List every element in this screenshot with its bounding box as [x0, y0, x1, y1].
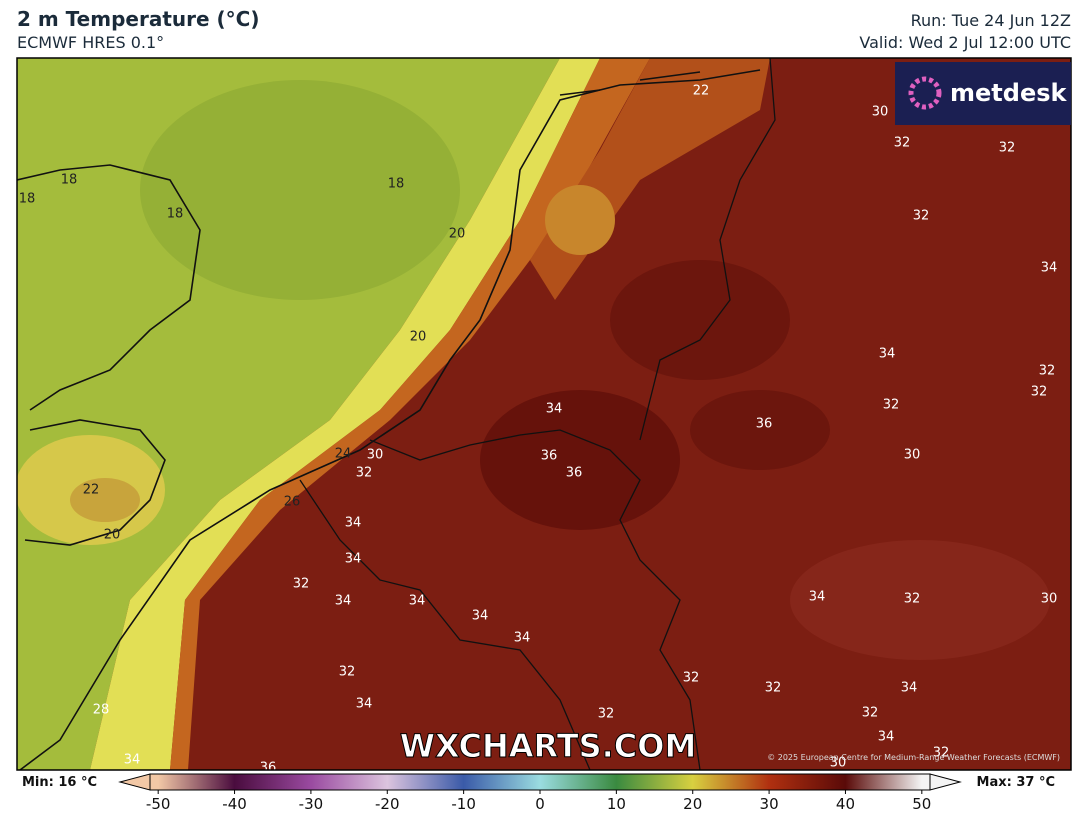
- contour-label: 32: [913, 209, 930, 224]
- contour-label: 34: [124, 753, 141, 768]
- coastlines: [17, 69, 761, 770]
- contour-label: 26: [284, 495, 301, 510]
- contour-label: 32: [933, 746, 950, 761]
- contour-label: 30: [830, 756, 847, 771]
- contour-label: 34: [879, 347, 896, 362]
- border: [299, 479, 591, 770]
- colorbar-scale: [149, 773, 931, 791]
- contour-label: 22: [83, 483, 100, 498]
- contour-label: 24: [335, 447, 352, 462]
- contour-label: 30: [872, 105, 889, 120]
- contour-label: 32: [1039, 364, 1056, 379]
- contour-label: 32: [883, 398, 900, 413]
- colorbar-right-tip: [929, 773, 962, 791]
- contour-label: 36: [260, 761, 277, 776]
- colorbar-tick-label: -50: [146, 795, 171, 813]
- borders: [299, 58, 776, 770]
- colorbar-tick-label: 0: [535, 795, 545, 813]
- contour-label: 32: [765, 681, 782, 696]
- contour-label: 36: [541, 449, 558, 464]
- contour-label: 32: [683, 671, 700, 686]
- islands: [559, 71, 701, 96]
- contour-label: 32: [862, 706, 879, 721]
- watermark: WXCHARTS.COM: [400, 727, 697, 765]
- contour-label: 18: [19, 192, 36, 207]
- colorbar-tick-label: -40: [222, 795, 247, 813]
- colorbar-tick-label: 30: [760, 795, 779, 813]
- colorbar-tick-label: 50: [912, 795, 931, 813]
- contour-label: 36: [756, 417, 773, 432]
- colorbar-left-tip: [118, 773, 151, 791]
- contour-label: 20: [410, 330, 427, 345]
- heat-area: [690, 390, 830, 470]
- contour-label: 32: [1031, 385, 1048, 400]
- cooler-area: [790, 540, 1050, 660]
- cool-area: [140, 80, 460, 300]
- contour-label: 34: [472, 609, 489, 624]
- contour-label: 34: [409, 594, 426, 609]
- colorbar-tick-label: 20: [683, 795, 702, 813]
- min-label: Min: 16 °C: [22, 775, 97, 790]
- contour-label: 32: [293, 577, 310, 592]
- contour-label: 32: [339, 665, 356, 680]
- contour-label: 32: [356, 466, 373, 481]
- contour-label: 18: [61, 173, 78, 188]
- contour-label: 20: [449, 227, 466, 242]
- colorbar-tick-label: 40: [836, 795, 855, 813]
- contour-label: 30: [904, 448, 921, 463]
- logo-mark: [908, 76, 942, 110]
- coastal-band: [170, 58, 650, 770]
- copyright: © 2025 European Centre for Medium-Range …: [767, 753, 1060, 762]
- contour-label: 32: [999, 141, 1016, 156]
- contour-labels: 18 18 18 18 20 20 22 30 32 32 32 34 34 32 32 32 34 36 36 36…: [19, 84, 1058, 776]
- warm-area: [545, 185, 615, 255]
- coastline: [17, 164, 201, 411]
- contour-label: 34: [345, 552, 362, 567]
- contour-label: 32: [904, 592, 921, 607]
- logo-box: [895, 62, 1071, 125]
- heat-area: [610, 260, 790, 380]
- contour-label: 28: [93, 703, 110, 718]
- contour-label: 34: [546, 402, 563, 417]
- coastal-band: [90, 58, 600, 770]
- map: 18 18 18 18 20 20 22 30 32 32 32 34 34 32 32 32 34 36 36 36…: [17, 58, 1071, 776]
- contour-label: 22: [693, 84, 710, 99]
- contour-label: 30: [1041, 592, 1058, 607]
- title: 2 m Temperature (°C): [17, 7, 259, 31]
- contour-label: 34: [345, 516, 362, 531]
- colorbar: -50 -40 -30 -20 -10 0 10 20 30 40 50: [118, 773, 962, 813]
- contour-label: 34: [356, 697, 373, 712]
- contour-label: 18: [167, 207, 184, 222]
- map-frame: [16, 57, 1072, 771]
- border: [369, 429, 701, 770]
- contour-label: 32: [894, 136, 911, 151]
- coastline: [24, 419, 166, 546]
- contour-label: 18: [388, 177, 405, 192]
- contour-label: 34: [809, 590, 826, 605]
- contour-label: 34: [335, 594, 352, 609]
- max-label: Max: 37 °C: [977, 775, 1055, 790]
- contour-label: 32: [598, 707, 615, 722]
- valid-time: Valid: Wed 2 Jul 12:00 UTC: [859, 33, 1071, 52]
- contour-label: 34: [878, 730, 895, 745]
- logo-text: metdesk: [950, 79, 1068, 107]
- heat-area: [480, 390, 680, 530]
- contour-label: 34: [1041, 261, 1058, 276]
- contour-label: 30: [367, 448, 384, 463]
- contour-label: 36: [566, 466, 583, 481]
- colorbar-tick-label: 10: [607, 795, 626, 813]
- colorbar-tick-label: -30: [299, 795, 324, 813]
- warm-area: [70, 478, 140, 522]
- border: [639, 58, 776, 441]
- colorbar-tick-label: -20: [375, 795, 400, 813]
- contour-label: 34: [514, 631, 531, 646]
- run-time: Run: Tue 24 Jun 12Z: [911, 11, 1071, 30]
- contour-label: 34: [901, 681, 918, 696]
- subtitle: ECMWF HRES 0.1°: [17, 33, 164, 52]
- colorbar-tick-label: -10: [451, 795, 476, 813]
- contour-label: 20: [104, 528, 121, 543]
